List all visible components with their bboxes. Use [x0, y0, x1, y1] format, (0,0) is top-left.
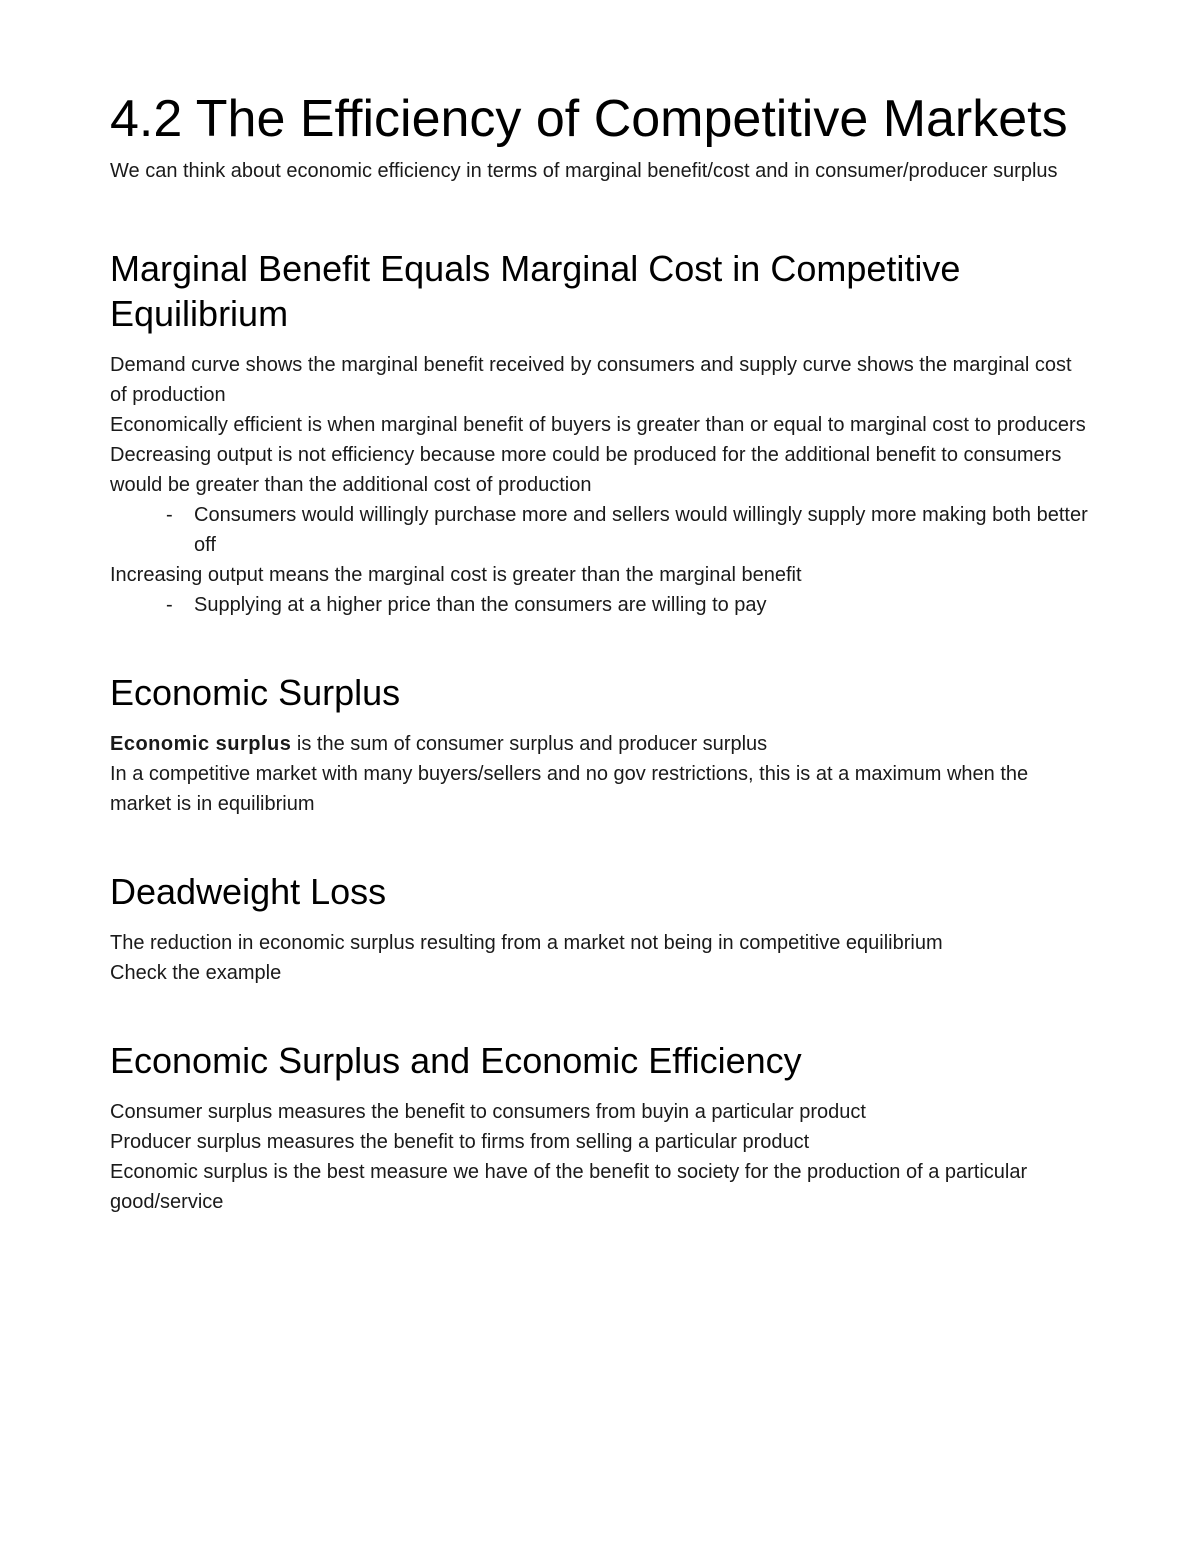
section-1-body: Demand curve shows the marginal benefit … — [110, 350, 1090, 620]
section-heading-4: Economic Surplus and Economic Efficiency — [110, 1038, 1090, 1083]
s1-p1: Demand curve shows the marginal benefit … — [110, 350, 1090, 410]
s2-p2: In a competitive market with many buyers… — [110, 759, 1090, 819]
s1-bullet-2: Supplying at a higher price than the con… — [166, 590, 1090, 620]
section-3-body: The reduction in economic surplus result… — [110, 928, 1090, 988]
s3-p2: Check the example — [110, 958, 1090, 988]
s4-p1: Consumer surplus measures the benefit to… — [110, 1097, 1090, 1127]
s2-p1-rest: is the sum of consumer surplus and produ… — [291, 733, 767, 755]
s1-p2: Economically efficient is when marginal … — [110, 410, 1090, 440]
section-heading-1: Marginal Benefit Equals Marginal Cost in… — [110, 246, 1090, 336]
s1-p3: Decreasing output is not efficiency beca… — [110, 440, 1090, 500]
s1-bullet-1: Consumers would willingly purchase more … — [166, 500, 1090, 560]
s2-p1: Economic surplus is the sum of consumer … — [110, 729, 1090, 759]
s4-p2: Producer surplus measures the benefit to… — [110, 1127, 1090, 1157]
s4-p3: Economic surplus is the best measure we … — [110, 1157, 1090, 1217]
page-title: 4.2 The Efficiency of Competitive Market… — [110, 90, 1090, 150]
s1-bullet-list-2: Supplying at a higher price than the con… — [110, 590, 1090, 620]
s3-p1: The reduction in economic surplus result… — [110, 928, 1090, 958]
section-2-body: Economic surplus is the sum of consumer … — [110, 729, 1090, 819]
section-heading-3: Deadweight Loss — [110, 869, 1090, 914]
s1-bullet-list-1: Consumers would willingly purchase more … — [110, 500, 1090, 560]
intro-text: We can think about economic efficiency i… — [110, 156, 1090, 186]
section-heading-2: Economic Surplus — [110, 670, 1090, 715]
s2-bold: Economic surplus — [110, 733, 291, 755]
s1-p4: Increasing output means the marginal cos… — [110, 560, 1090, 590]
section-4-body: Consumer surplus measures the benefit to… — [110, 1097, 1090, 1217]
